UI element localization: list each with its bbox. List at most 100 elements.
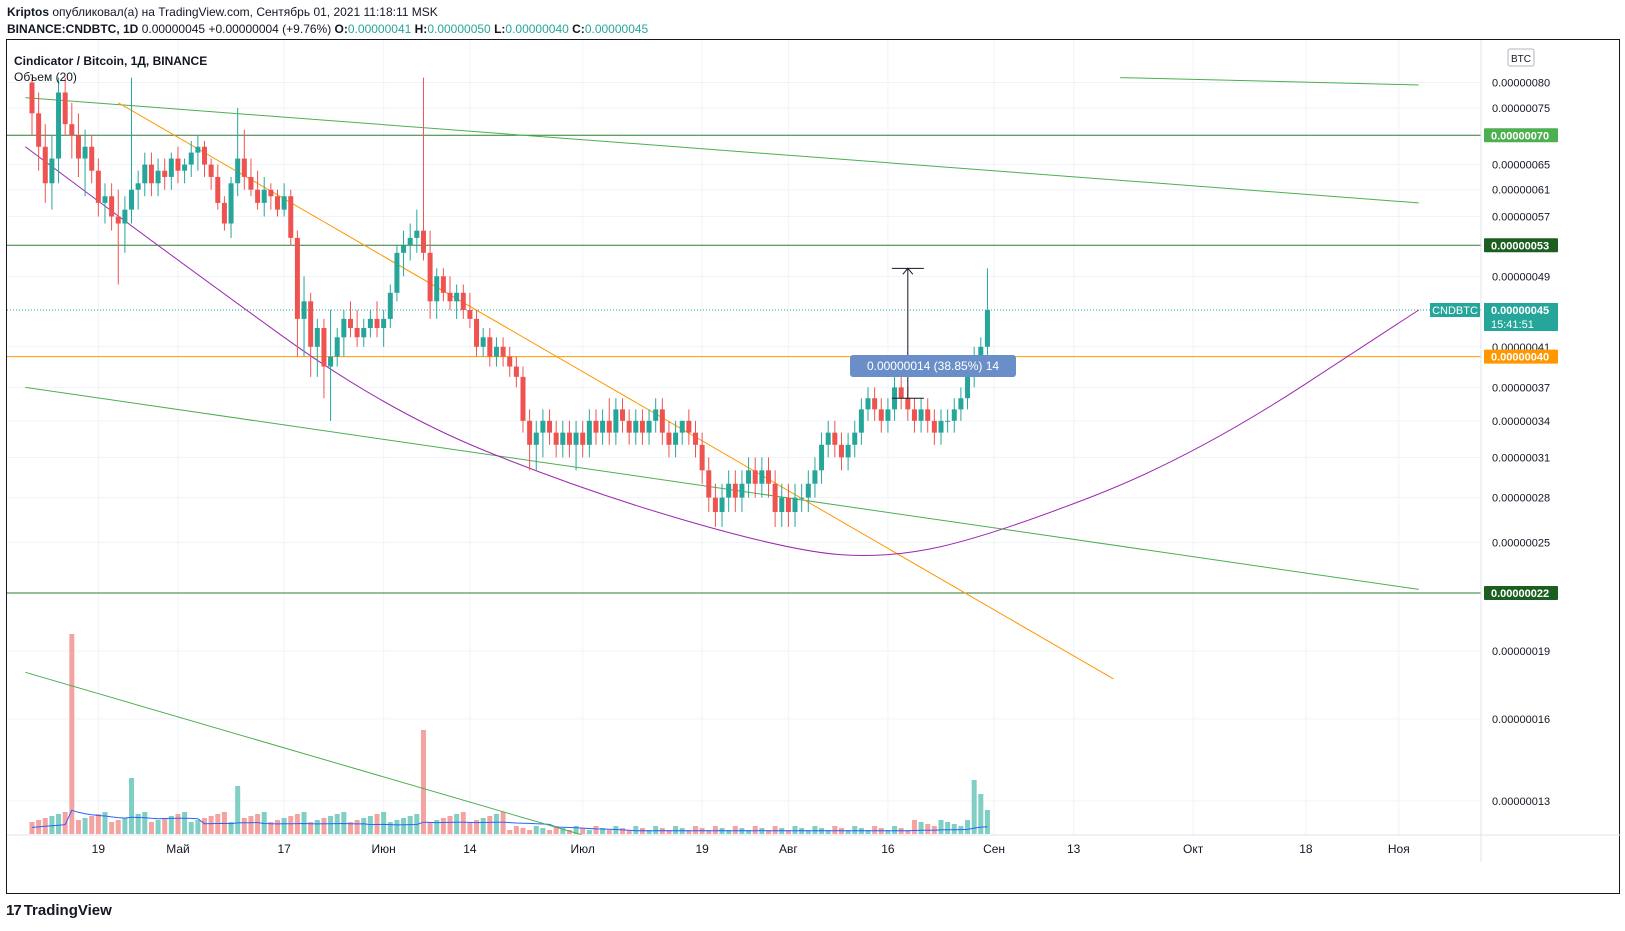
volume-bar [533, 826, 539, 834]
candle-body [673, 432, 679, 445]
volume-bar [951, 824, 957, 834]
tradingview-logo[interactable]: 17 TradingView [6, 902, 112, 919]
volume-bar [573, 826, 579, 834]
volume-bar [673, 826, 679, 834]
candle-body [712, 497, 718, 512]
volume-bar [440, 818, 446, 834]
candle-body [288, 196, 294, 238]
author-name[interactable]: Kriptos [7, 5, 49, 19]
symbol-tag-box [1430, 302, 1480, 317]
candle-body [328, 356, 334, 367]
price-level-label: 0.00000070 [1491, 130, 1549, 142]
volume-bar [553, 826, 559, 834]
volume-bar [480, 818, 486, 834]
candle-body [321, 327, 327, 367]
volume-bar [911, 820, 917, 834]
y-tick-label: 0.00000019 [1492, 646, 1550, 658]
volume-bar [487, 816, 493, 834]
volume-bar [805, 830, 811, 834]
candle-body [294, 237, 300, 319]
volume-bar [109, 822, 115, 834]
candle-body [188, 152, 194, 165]
x-tick-label: Авг [779, 842, 798, 856]
x-tick-label: 17 [277, 842, 291, 856]
price-level-badge [1484, 585, 1558, 600]
volume-bar [547, 830, 553, 834]
candle-body [195, 146, 201, 153]
y-tick-label: 0.00000037 [1492, 382, 1550, 394]
volume-bar [69, 634, 75, 834]
candle-body [547, 420, 553, 433]
candle-body [474, 318, 480, 347]
volume-bar [852, 826, 858, 834]
candle-body [852, 432, 858, 445]
volume-bar [102, 812, 108, 834]
candle-body [129, 189, 135, 210]
candle-body [706, 470, 712, 498]
candle-body [480, 337, 486, 347]
volume-bar [401, 818, 407, 834]
volume-bar [872, 826, 878, 834]
candle-body [580, 432, 586, 445]
volume-bar [925, 824, 931, 834]
candle-body [699, 444, 705, 471]
volume-bar [560, 828, 566, 834]
volume-bar [892, 826, 898, 834]
volume-bar [832, 826, 838, 834]
volume-bar [188, 822, 194, 834]
volume-bar [792, 826, 798, 834]
price-level-label: 0.00000053 [1491, 240, 1549, 252]
volume-bar [500, 812, 506, 834]
candle-body [268, 189, 274, 197]
candle-body [394, 252, 400, 293]
volume-bar [142, 812, 148, 834]
y-tick-label: 0.00000025 [1492, 537, 1550, 549]
trendline [25, 671, 585, 835]
candle-body [387, 292, 393, 319]
measure-label-box [850, 355, 1016, 377]
candle-body [905, 398, 911, 410]
trendline [1120, 77, 1419, 86]
tv-logo-icon: 17 [6, 902, 22, 919]
candle-body [361, 327, 367, 338]
volume-bar [540, 828, 546, 834]
candle-body [566, 432, 572, 445]
symbol-tag: CNDBTC [1432, 305, 1478, 317]
symbol-change: +0.00000004 (+9.76%) [208, 22, 332, 36]
candle-body [341, 318, 347, 338]
candle-body [109, 196, 115, 217]
candle-body [646, 420, 652, 433]
candle-body [301, 301, 307, 319]
volume-bar [195, 820, 201, 834]
low-value: 0.00000040 [505, 22, 569, 36]
volume-bar [427, 822, 433, 834]
candle-body [746, 470, 752, 484]
candle-body [487, 337, 493, 357]
x-tick-label: 14 [463, 842, 477, 856]
candle-body [500, 346, 506, 357]
candle-body [918, 409, 924, 421]
volume-bar [633, 826, 639, 834]
candle-body [208, 164, 214, 177]
volume-bar [600, 828, 606, 834]
x-tick-label: 19 [92, 842, 106, 856]
candle-body [898, 387, 904, 399]
candle-body [29, 82, 35, 114]
x-tick-label: 19 [695, 842, 709, 856]
candle-body [42, 146, 48, 184]
y-tick-label: 0.00000013 [1492, 796, 1550, 808]
candle-body [513, 366, 519, 377]
candle-body [155, 170, 161, 184]
candle-body [175, 158, 181, 171]
candle-body [732, 483, 738, 498]
volume-bar [347, 822, 353, 834]
volume-bar [527, 830, 533, 834]
candle-body [819, 444, 825, 471]
x-tick-label: 18 [1299, 842, 1313, 856]
volume-bar [752, 826, 758, 834]
volume-bar [248, 816, 254, 834]
volume-bar [115, 820, 121, 834]
candle-body [759, 470, 765, 484]
volume-bar [646, 830, 652, 834]
